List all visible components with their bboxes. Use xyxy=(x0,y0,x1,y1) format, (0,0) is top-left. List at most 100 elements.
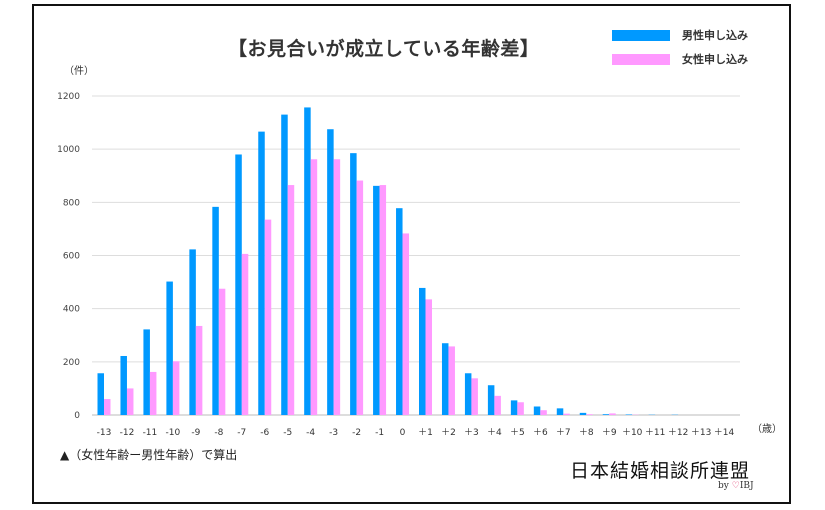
bar-male xyxy=(258,131,265,415)
chart-title: 【お見合いが成立している年齢差】 xyxy=(228,38,540,60)
company-logo-sub: by ♡IBJ xyxy=(718,481,754,491)
calculation-note: ▲（女性年齢ー男性年齢）で算出 xyxy=(60,448,238,462)
x-tick-label: -8 xyxy=(214,428,223,438)
bar-female xyxy=(126,388,134,415)
bar-male xyxy=(441,343,449,415)
bar-male xyxy=(533,406,541,415)
x-tick-label: ＋4 xyxy=(487,427,502,438)
x-tick-label: -2 xyxy=(352,428,361,438)
x-tick-label: ＋6 xyxy=(533,427,548,438)
bar-female xyxy=(563,413,570,415)
bar-male xyxy=(373,185,380,415)
x-tick-label: ＋3 xyxy=(464,427,479,438)
x-tick-label: -3 xyxy=(329,428,338,438)
bar-female xyxy=(586,414,593,415)
legend-item-male: 男性申し込み xyxy=(612,24,748,46)
bar-male xyxy=(235,154,242,415)
bar-female xyxy=(218,288,226,415)
x-tick-label: -6 xyxy=(260,428,269,438)
legend-label-female: 女性申し込み xyxy=(682,53,748,66)
bar-female xyxy=(517,402,524,415)
bar-male xyxy=(464,373,472,415)
heart-icon: ♡ xyxy=(731,481,740,491)
chart-frame xyxy=(32,4,791,504)
bar-female xyxy=(104,399,111,415)
y-tick-label: 1000 xyxy=(57,145,80,155)
x-tick-label: ＋9 xyxy=(602,427,617,438)
x-tick-label: ＋2 xyxy=(441,427,456,438)
bar-female xyxy=(264,219,272,415)
bar-male xyxy=(625,414,633,415)
chart-legend: 男性申し込み 女性申し込み xyxy=(612,24,748,72)
logo-brand-text: IBJ xyxy=(739,481,754,491)
bar-female xyxy=(494,395,501,415)
bar-female xyxy=(379,185,387,415)
legend-swatch-female xyxy=(612,53,670,65)
x-tick-label: ＋5 xyxy=(510,427,525,438)
x-tick-label: ＋14 xyxy=(714,427,735,438)
x-tick-label: -13 xyxy=(97,428,112,438)
y-tick-label: 400 xyxy=(63,305,80,315)
bar-female xyxy=(356,180,364,415)
y-tick-label: 200 xyxy=(63,358,80,368)
x-tick-label: -10 xyxy=(166,428,181,438)
bar-male xyxy=(350,153,357,415)
x-tick-label: ＋8 xyxy=(579,427,594,438)
bar-female xyxy=(241,253,249,415)
bar-female xyxy=(540,410,547,415)
bar-male xyxy=(189,249,196,415)
bar-male xyxy=(143,329,150,415)
x-tick-label: ＋7 xyxy=(556,427,571,438)
bar-female xyxy=(448,346,455,415)
bar-male xyxy=(304,107,311,415)
bar-male xyxy=(419,287,426,415)
bar-male xyxy=(510,400,518,415)
x-tick-label: 0 xyxy=(400,428,406,438)
bar-male xyxy=(602,414,610,415)
bar-female xyxy=(195,325,203,415)
bar-male xyxy=(579,412,587,415)
legend-label-male: 男性申し込み xyxy=(682,29,748,42)
y-axis-unit-label: （件） xyxy=(64,66,94,77)
bar-male xyxy=(281,114,288,415)
x-tick-label: ＋13 xyxy=(691,427,711,438)
bar-female xyxy=(310,159,318,415)
bar-female xyxy=(149,371,157,415)
bar-male xyxy=(120,355,127,415)
x-tick-label: -11 xyxy=(143,428,158,438)
logo-by-text: by xyxy=(718,481,729,491)
bar-male xyxy=(212,206,219,415)
y-tick-label: 600 xyxy=(63,252,80,262)
x-tick-label: ＋10 xyxy=(622,427,643,438)
legend-item-female: 女性申し込み xyxy=(612,48,748,70)
x-tick-label: -1 xyxy=(375,428,384,438)
y-tick-label: 1200 xyxy=(57,92,80,102)
x-tick-label: -7 xyxy=(237,428,246,438)
legend-swatch-male xyxy=(612,29,670,41)
x-tick-label: -9 xyxy=(191,428,200,438)
bar-female xyxy=(172,361,180,415)
x-tick-label: ＋12 xyxy=(668,427,688,438)
bar-female xyxy=(402,233,410,415)
bar-female xyxy=(287,185,295,415)
x-tick-label: ＋11 xyxy=(645,427,665,438)
bar-female xyxy=(609,413,616,415)
bar-male xyxy=(327,129,334,415)
bar-male xyxy=(97,373,104,415)
bar-female xyxy=(425,299,432,415)
x-axis-unit-label: （歳） xyxy=(752,423,782,435)
bar-male xyxy=(556,408,564,415)
bar-female xyxy=(333,159,341,415)
x-tick-label: -5 xyxy=(283,428,292,438)
bar-male xyxy=(487,385,495,415)
y-tick-label: 800 xyxy=(63,198,80,208)
bar-male xyxy=(396,208,403,415)
x-tick-label: -12 xyxy=(120,428,135,438)
y-tick-label: 0 xyxy=(74,411,80,421)
company-logo: 日本結婚相談所連盟 xyxy=(570,460,751,482)
x-tick-label: ＋1 xyxy=(418,427,433,438)
x-tick-label: -4 xyxy=(306,428,315,438)
bar-male xyxy=(166,281,173,415)
bar-female xyxy=(471,378,478,415)
